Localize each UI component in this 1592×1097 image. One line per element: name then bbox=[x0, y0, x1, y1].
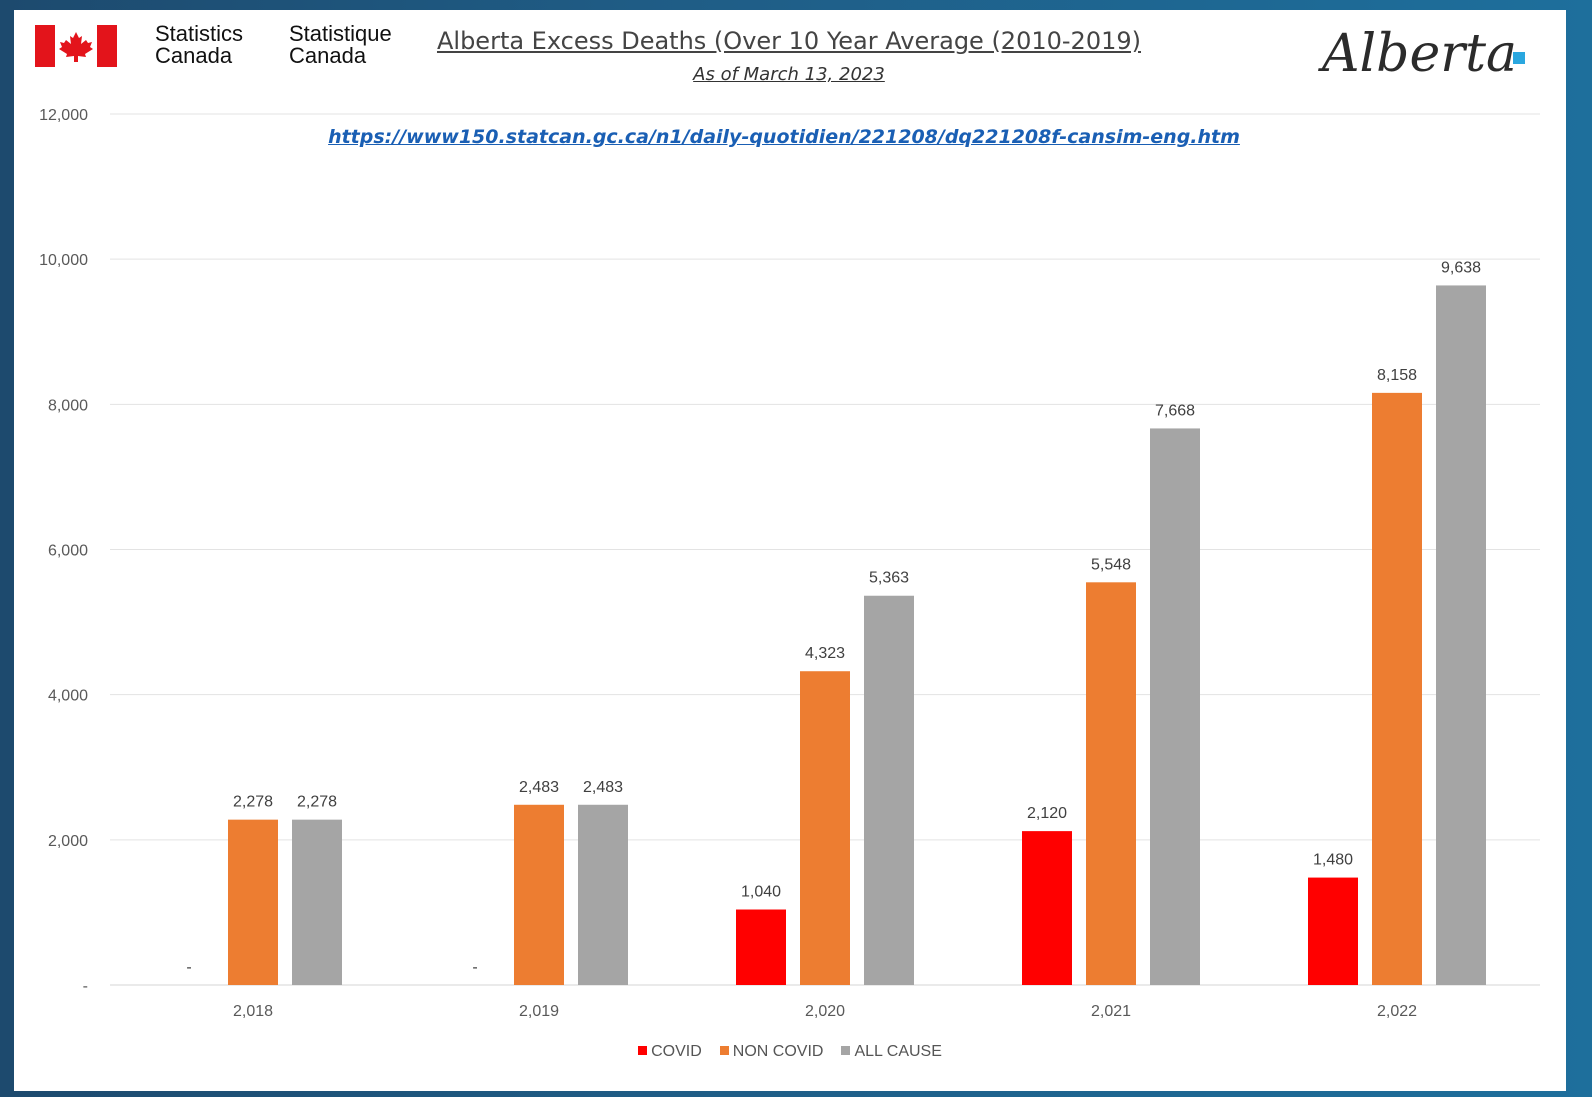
bar bbox=[1022, 831, 1072, 985]
bar bbox=[228, 820, 278, 985]
data-label: 2,483 bbox=[519, 779, 559, 796]
y-tick-label: 6,000 bbox=[48, 543, 88, 560]
bar bbox=[1436, 285, 1486, 985]
x-tick-label: 2,020 bbox=[805, 1003, 845, 1020]
legend-label: NON COVID bbox=[733, 1043, 824, 1060]
x-tick-label: 2,022 bbox=[1377, 1003, 1417, 1020]
chart-panel: Statistics Canada Statistique Canada Alb… bbox=[14, 10, 1566, 1091]
legend-label: COVID bbox=[651, 1043, 702, 1060]
bar-chart: - 2,000 4,000 6,000 8,000 10,000 12,000 - 2,278 2… bbox=[14, 10, 1566, 1091]
bar bbox=[1372, 393, 1422, 985]
data-label: 5,548 bbox=[1091, 556, 1131, 573]
bar bbox=[514, 805, 564, 985]
data-label: 2,278 bbox=[233, 794, 273, 811]
y-tick-label: 2,000 bbox=[48, 833, 88, 850]
bar bbox=[864, 596, 914, 985]
data-label: 1,480 bbox=[1313, 852, 1353, 869]
data-label: 2,278 bbox=[297, 794, 337, 811]
y-tick-label: 10,000 bbox=[39, 252, 88, 269]
legend-item: ALL CAUSE bbox=[841, 1043, 941, 1061]
bar bbox=[736, 910, 786, 985]
data-label: 2,483 bbox=[583, 779, 623, 796]
legend-swatch bbox=[841, 1046, 850, 1055]
y-tick-label: 8,000 bbox=[48, 397, 88, 414]
bar bbox=[1086, 582, 1136, 985]
x-tick-label: 2,021 bbox=[1091, 1003, 1131, 1020]
bar bbox=[1150, 428, 1200, 985]
data-label: 1,040 bbox=[741, 884, 781, 901]
bar bbox=[1308, 878, 1358, 985]
chart-legend: COVID NON COVID ALL CAUSE bbox=[14, 1043, 1566, 1061]
data-label: - bbox=[186, 959, 191, 976]
legend-item: COVID bbox=[638, 1043, 702, 1061]
bar bbox=[800, 671, 850, 985]
data-label: 7,668 bbox=[1155, 402, 1195, 419]
x-tick-label: 2,019 bbox=[519, 1003, 559, 1020]
legend-label: ALL CAUSE bbox=[854, 1043, 941, 1060]
data-label: 9,638 bbox=[1441, 259, 1481, 276]
y-tick-label: 12,000 bbox=[39, 107, 88, 124]
y-tick-label: 4,000 bbox=[48, 688, 88, 705]
legend-item: NON COVID bbox=[720, 1043, 824, 1061]
data-label: 5,363 bbox=[869, 570, 909, 587]
data-label: 8,158 bbox=[1377, 367, 1417, 384]
data-label: 4,323 bbox=[805, 645, 845, 662]
data-label: 2,120 bbox=[1027, 805, 1067, 822]
data-label: - bbox=[472, 959, 477, 976]
bar bbox=[292, 820, 342, 985]
legend-swatch bbox=[638, 1046, 647, 1055]
bar bbox=[578, 805, 628, 985]
y-tick-label: - bbox=[83, 978, 88, 995]
x-tick-label: 2,018 bbox=[233, 1003, 273, 1020]
legend-swatch bbox=[720, 1046, 729, 1055]
